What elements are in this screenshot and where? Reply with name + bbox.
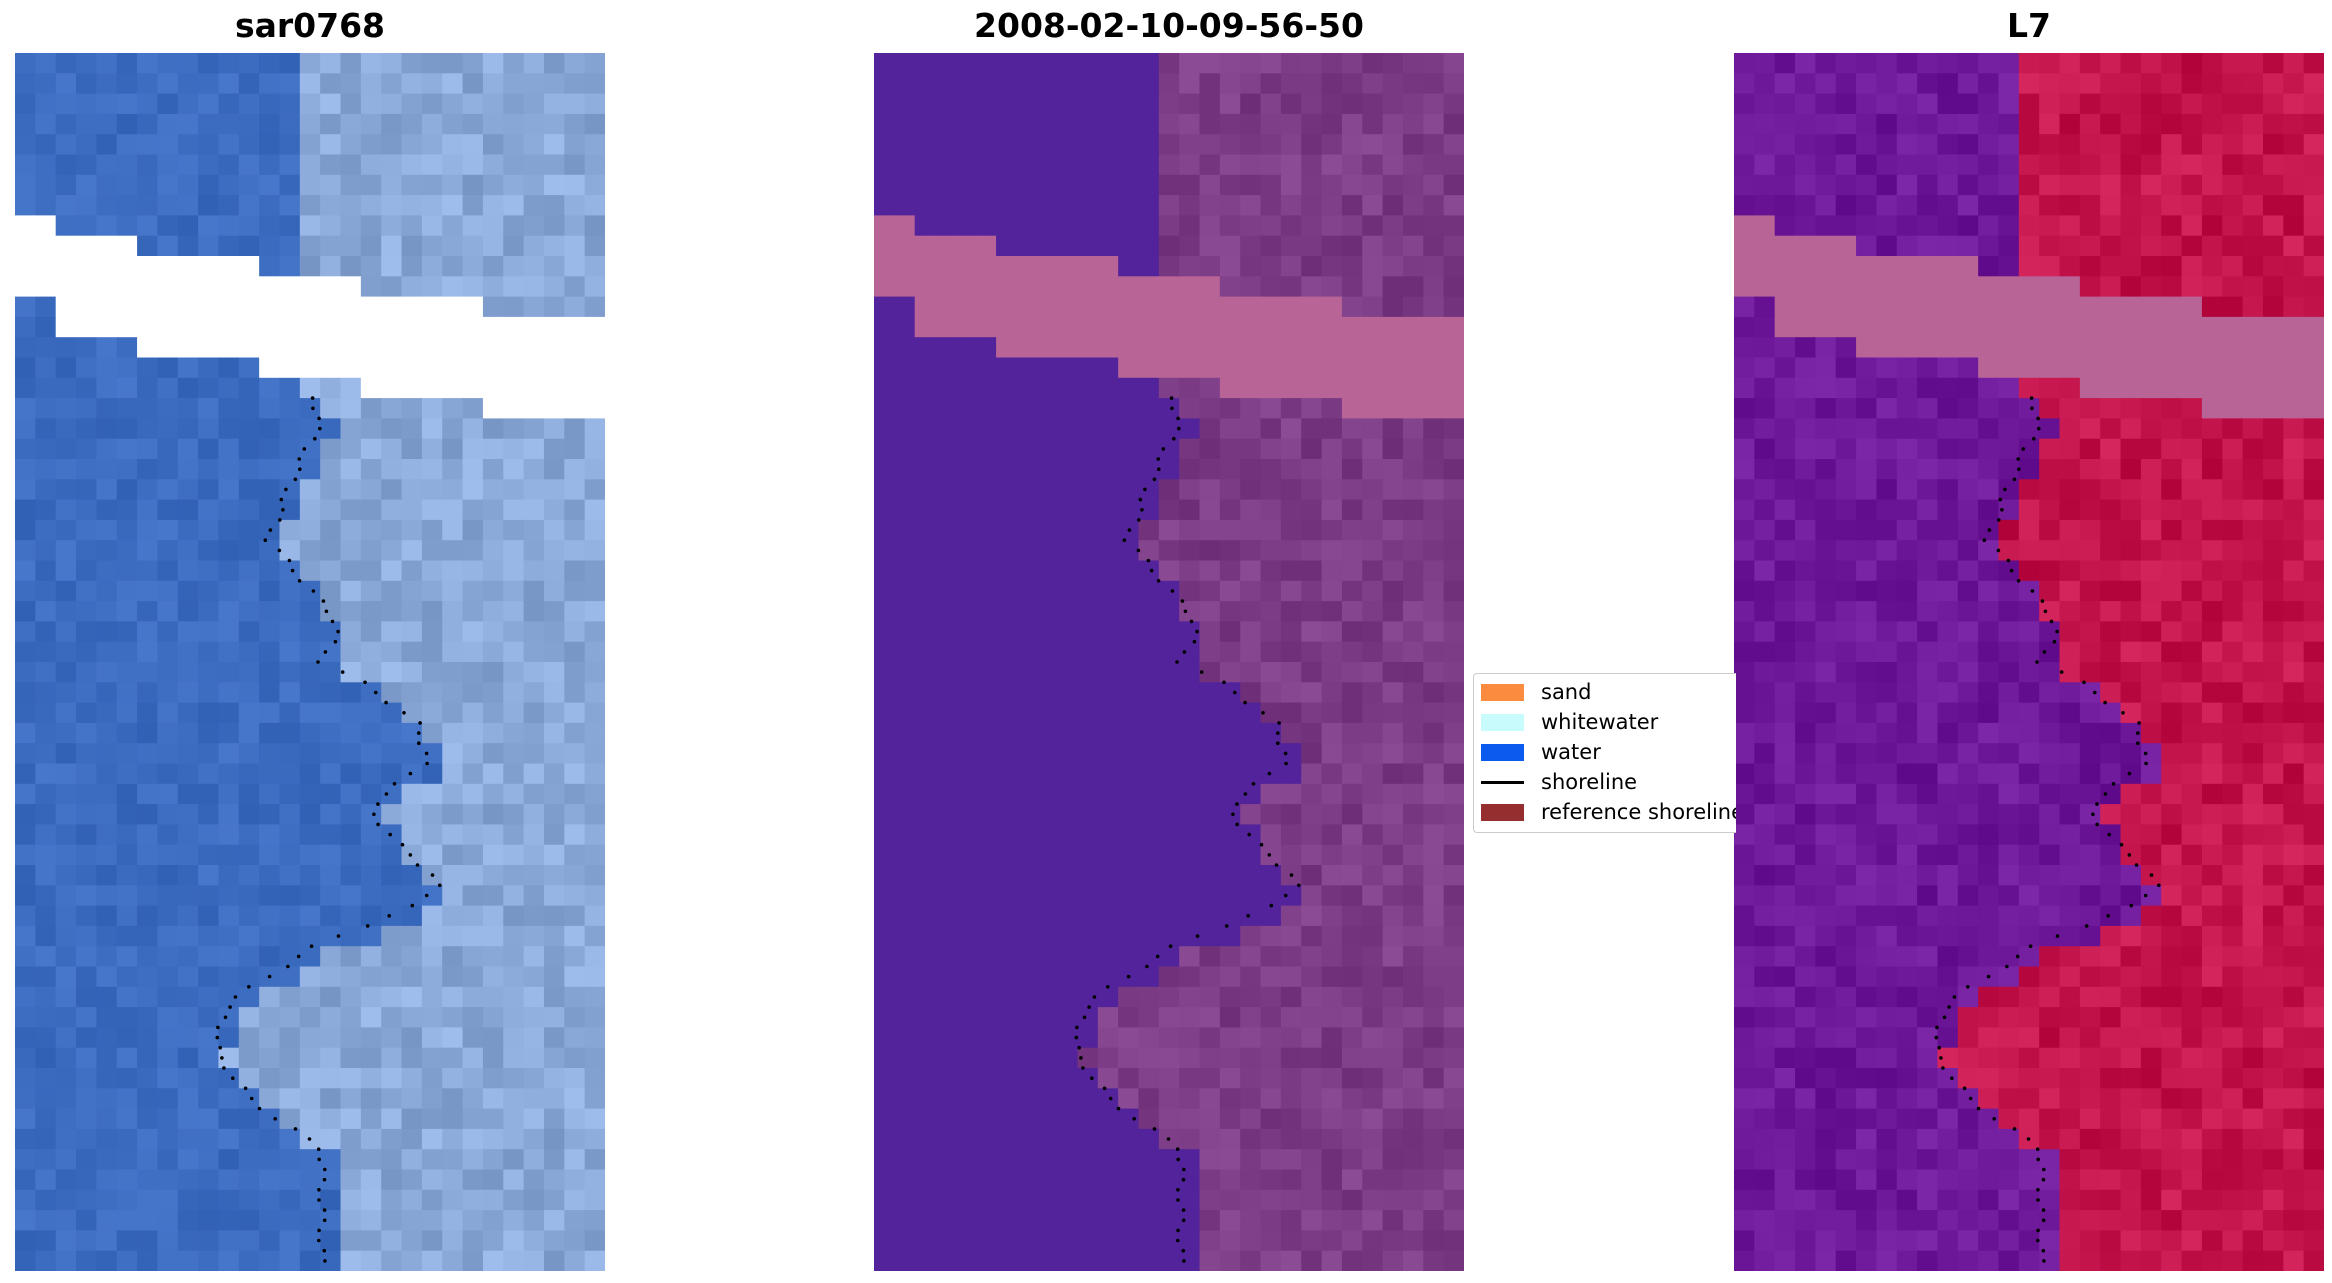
legend-label: water	[1541, 740, 1601, 764]
pixel-grid	[874, 53, 1464, 1271]
panel-title-l7: L7	[2007, 6, 2051, 45]
legend-label: shoreline	[1541, 770, 1638, 794]
legend-label: sand	[1541, 680, 1592, 704]
legend-item-whitewater: whitewater	[1481, 708, 1658, 736]
pixel-grid	[15, 53, 605, 1271]
shoreline-dots	[215, 396, 442, 1263]
shoreline-line-swatch	[1481, 780, 1524, 784]
panel-title-sar0768: sar0768	[234, 6, 386, 45]
pixel-grid	[1734, 53, 2324, 1271]
legend: sand whitewater water shoreline referenc…	[1473, 673, 1736, 833]
water-swatch	[1481, 743, 1524, 761]
panel-title-date: 2008-02-10-09-56-50	[974, 6, 1364, 45]
legend-item-reference-shoreline: reference shoreline	[1481, 798, 1736, 826]
legend-item-sand: sand	[1481, 678, 1591, 706]
legend-label: whitewater	[1541, 710, 1659, 734]
shoreline-dots	[1074, 396, 1301, 1263]
index-image-panel	[1734, 53, 2324, 1271]
legend-item-shoreline: shoreline	[1481, 768, 1637, 796]
reference-shoreline-swatch	[1481, 803, 1524, 821]
legend-label: reference shoreline	[1541, 800, 1736, 824]
index-raster	[1734, 53, 2324, 1271]
whitewater-swatch	[1481, 713, 1524, 731]
rgb-raster	[15, 53, 605, 1271]
legend-item-water: water	[1481, 738, 1601, 766]
classified-image-panel	[874, 53, 1464, 1271]
rgb-image-panel	[15, 53, 605, 1271]
classified-raster	[874, 53, 1464, 1271]
shoreline-dots	[1934, 396, 2161, 1263]
sand-swatch	[1481, 683, 1524, 701]
